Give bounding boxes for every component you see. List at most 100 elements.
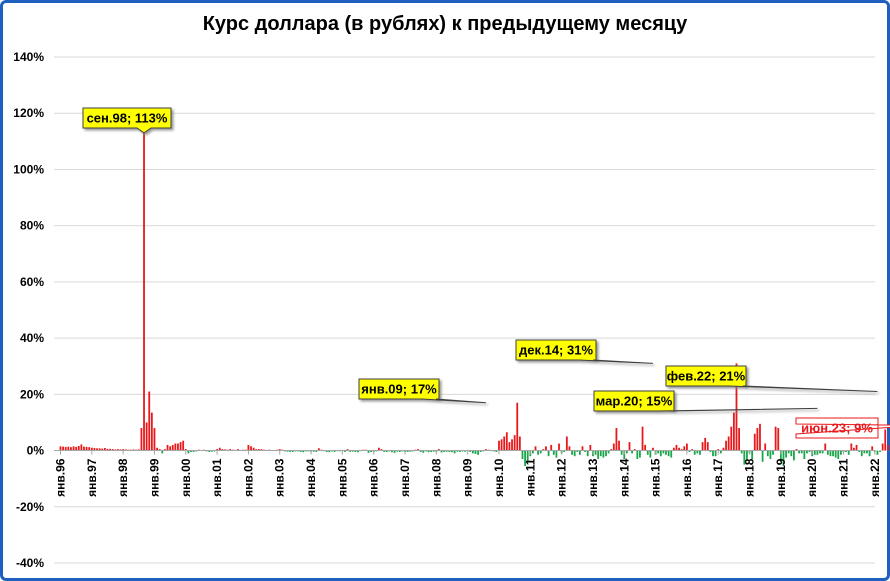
bar bbox=[440, 450, 443, 453]
bar bbox=[393, 450, 396, 453]
bar bbox=[90, 447, 93, 451]
x-tick-label: янв.17 bbox=[711, 458, 725, 497]
bar bbox=[573, 450, 576, 457]
bar bbox=[777, 428, 780, 451]
bar bbox=[93, 448, 96, 451]
bar bbox=[101, 448, 104, 451]
bar bbox=[659, 450, 662, 457]
bar bbox=[735, 363, 738, 451]
bar bbox=[182, 440, 185, 451]
x-tick-label: янв.15 bbox=[649, 458, 663, 497]
bar bbox=[672, 447, 675, 451]
bar bbox=[445, 450, 448, 452]
bar bbox=[161, 450, 164, 454]
bar bbox=[552, 450, 555, 455]
bar bbox=[662, 450, 665, 454]
bar bbox=[346, 449, 349, 451]
bar bbox=[866, 450, 868, 454]
bar bbox=[597, 450, 600, 459]
bar bbox=[357, 450, 359, 453]
bar bbox=[237, 449, 239, 451]
callout-label: фев.22; 21% bbox=[667, 369, 746, 384]
bar bbox=[782, 450, 785, 467]
bar bbox=[774, 426, 777, 451]
bar bbox=[727, 436, 730, 451]
bar bbox=[383, 450, 386, 452]
bar bbox=[119, 449, 122, 451]
bar bbox=[503, 436, 506, 451]
bar bbox=[521, 450, 524, 459]
bar bbox=[77, 446, 80, 451]
bar bbox=[508, 442, 511, 451]
bar bbox=[845, 450, 848, 452]
bar bbox=[518, 436, 521, 451]
bar bbox=[657, 450, 660, 454]
x-tick-label: янв.12 bbox=[555, 458, 569, 497]
bar bbox=[328, 450, 331, 453]
bar bbox=[417, 449, 419, 451]
bar bbox=[816, 450, 819, 455]
bar bbox=[192, 450, 195, 452]
x-tick-label: янв.06 bbox=[367, 458, 381, 497]
bar bbox=[539, 450, 542, 454]
x-tick-label: янв.05 bbox=[335, 458, 349, 497]
bar bbox=[145, 422, 148, 451]
x-tick-label: янв.04 bbox=[304, 458, 318, 497]
x-tick-label: янв.13 bbox=[586, 458, 600, 497]
bar bbox=[675, 444, 678, 451]
bar bbox=[813, 450, 816, 455]
bar bbox=[260, 449, 263, 451]
x-tick-label: янв.22 bbox=[868, 458, 882, 497]
callout-label: сен.98; 113% bbox=[87, 111, 168, 126]
bar bbox=[586, 450, 589, 457]
bar bbox=[602, 450, 605, 458]
bar bbox=[140, 428, 143, 451]
x-tick-label: янв.10 bbox=[492, 458, 506, 497]
bar bbox=[458, 450, 461, 452]
bar bbox=[576, 450, 579, 452]
bar bbox=[286, 450, 289, 452]
bar bbox=[761, 450, 764, 462]
bar bbox=[699, 450, 701, 455]
bar bbox=[80, 444, 83, 451]
bar bbox=[179, 442, 182, 451]
bar bbox=[607, 450, 610, 454]
bar bbox=[787, 450, 790, 454]
bar bbox=[132, 449, 135, 451]
x-tick-label: янв.20 bbox=[805, 458, 819, 497]
bar bbox=[479, 450, 482, 452]
bar bbox=[578, 450, 581, 455]
bar bbox=[62, 446, 65, 451]
bar bbox=[633, 449, 636, 451]
bar bbox=[190, 450, 192, 452]
bar bbox=[821, 450, 824, 454]
bar bbox=[558, 443, 560, 451]
bar bbox=[70, 447, 72, 451]
bar bbox=[547, 450, 550, 457]
bar bbox=[111, 449, 114, 451]
bar bbox=[351, 450, 354, 452]
bar bbox=[832, 450, 834, 457]
bar bbox=[177, 443, 179, 451]
y-tick-label: 140% bbox=[13, 50, 44, 64]
bar bbox=[333, 450, 336, 452]
bar bbox=[834, 450, 837, 458]
bar bbox=[800, 450, 803, 454]
bar bbox=[174, 443, 177, 451]
bar bbox=[317, 448, 320, 451]
x-tick-label: янв.97 bbox=[85, 458, 99, 497]
bar bbox=[839, 450, 842, 455]
callout: сен.98; 113% bbox=[82, 107, 172, 134]
bar bbox=[398, 450, 401, 452]
callout: мар.20; 15% bbox=[593, 390, 818, 412]
x-tick-label: янв.99 bbox=[147, 458, 161, 497]
y-tick-label: 100% bbox=[13, 162, 44, 176]
bar bbox=[432, 450, 435, 452]
bar bbox=[378, 447, 380, 451]
bar bbox=[96, 448, 98, 451]
bar bbox=[719, 450, 722, 454]
bar bbox=[75, 446, 78, 451]
y-tick-label: 80% bbox=[20, 219, 44, 233]
bar bbox=[370, 450, 372, 452]
